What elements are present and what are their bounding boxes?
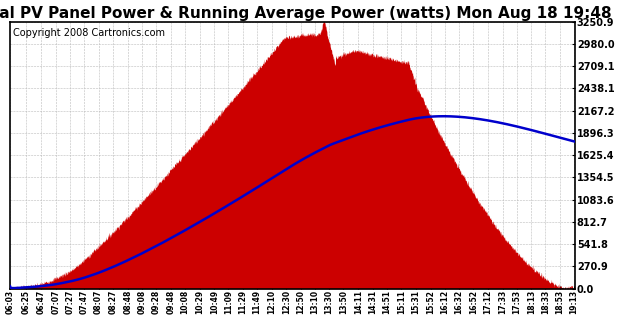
- Title: Total PV Panel Power & Running Average Power (watts) Mon Aug 18 19:48: Total PV Panel Power & Running Average P…: [0, 5, 612, 20]
- Text: Copyright 2008 Cartronics.com: Copyright 2008 Cartronics.com: [13, 28, 165, 38]
